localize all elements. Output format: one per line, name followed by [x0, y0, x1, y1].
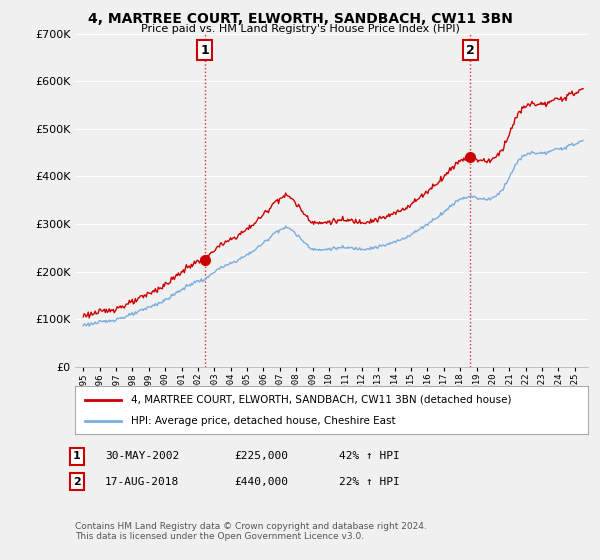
Text: 22% ↑ HPI: 22% ↑ HPI [339, 477, 400, 487]
Text: Contains HM Land Registry data © Crown copyright and database right 2024.
This d: Contains HM Land Registry data © Crown c… [75, 522, 427, 542]
Text: Price paid vs. HM Land Registry's House Price Index (HPI): Price paid vs. HM Land Registry's House … [140, 24, 460, 34]
Text: £440,000: £440,000 [234, 477, 288, 487]
Text: £225,000: £225,000 [234, 451, 288, 461]
Text: 1: 1 [200, 44, 209, 57]
Text: 1: 1 [73, 451, 80, 461]
Text: 17-AUG-2018: 17-AUG-2018 [105, 477, 179, 487]
Text: 30-MAY-2002: 30-MAY-2002 [105, 451, 179, 461]
Text: 42% ↑ HPI: 42% ↑ HPI [339, 451, 400, 461]
Text: 4, MARTREE COURT, ELWORTH, SANDBACH, CW11 3BN: 4, MARTREE COURT, ELWORTH, SANDBACH, CW1… [88, 12, 512, 26]
Text: HPI: Average price, detached house, Cheshire East: HPI: Average price, detached house, Ches… [131, 416, 396, 426]
Text: 2: 2 [73, 477, 80, 487]
Text: 2: 2 [466, 44, 475, 57]
Text: 4, MARTREE COURT, ELWORTH, SANDBACH, CW11 3BN (detached house): 4, MARTREE COURT, ELWORTH, SANDBACH, CW1… [131, 395, 512, 405]
